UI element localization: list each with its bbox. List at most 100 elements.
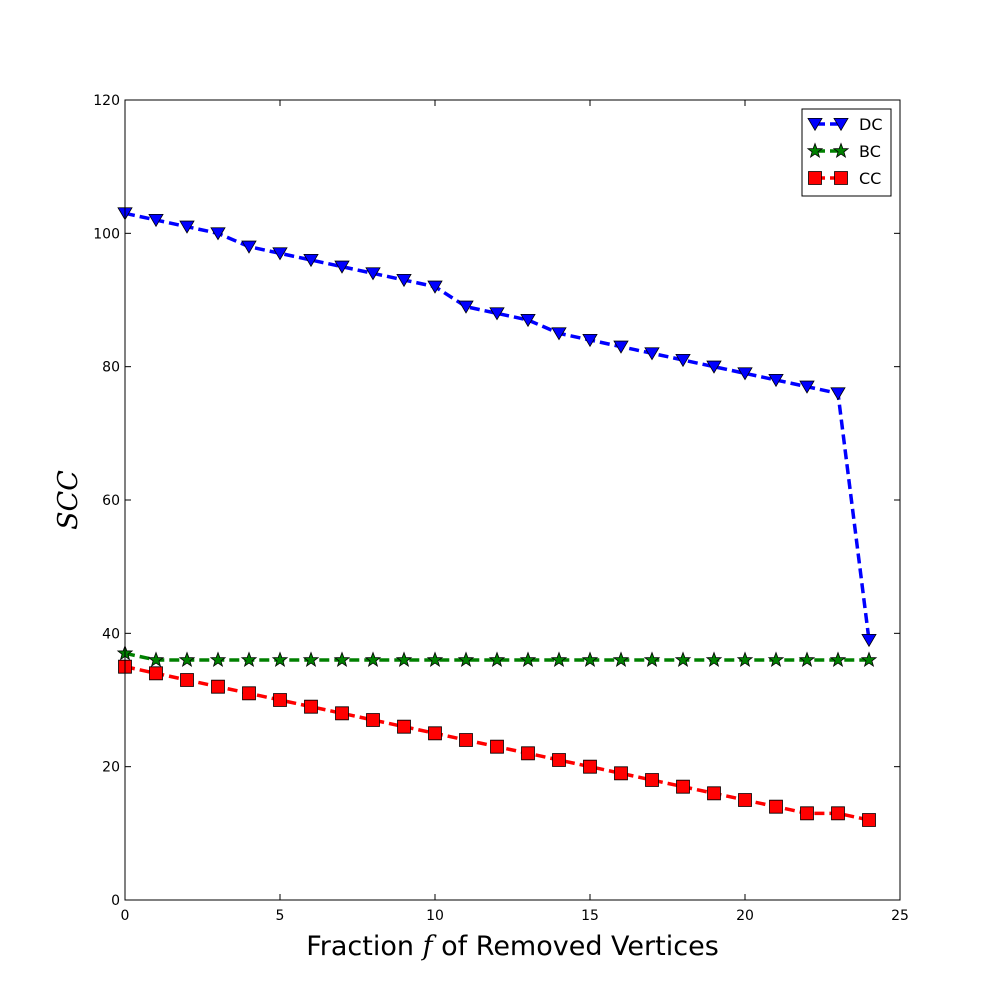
data-point-cc xyxy=(707,786,721,801)
x-tick-label: 25 xyxy=(891,908,909,924)
plot-area xyxy=(125,100,900,900)
data-point-cc xyxy=(242,686,256,701)
data-point-cc xyxy=(490,739,504,754)
data-point-bc xyxy=(612,651,630,668)
data-point-bc xyxy=(147,651,165,668)
data-point-cc xyxy=(862,813,876,827)
data-point-dc xyxy=(334,260,350,274)
data-point-bc xyxy=(829,651,847,668)
data-point-bc xyxy=(488,651,506,668)
data-point-bc xyxy=(581,651,599,668)
series-bc xyxy=(116,644,878,668)
data-point-dc xyxy=(675,354,691,368)
data-point-bc xyxy=(860,651,878,668)
x-axis-title-before: Fraction xyxy=(306,931,422,962)
data-point-bc xyxy=(302,651,320,668)
data-point-cc xyxy=(149,666,163,681)
data-point-bc xyxy=(643,651,661,668)
data-point-cc xyxy=(304,699,318,714)
data-point-cc xyxy=(800,806,814,821)
data-point-bc xyxy=(178,651,196,668)
data-point-bc xyxy=(457,651,475,668)
legend-marker-cc xyxy=(808,171,822,185)
data-point-cc xyxy=(335,706,349,721)
data-point-dc xyxy=(644,347,660,361)
x-axis-title-after: of Removed Vertices xyxy=(433,931,719,962)
data-point-bc xyxy=(209,651,227,668)
y-tick-label: 60 xyxy=(102,493,120,509)
data-point-bc xyxy=(240,651,258,668)
data-point-bc xyxy=(736,651,754,668)
data-point-cc xyxy=(428,726,442,741)
data-point-dc xyxy=(551,327,567,341)
data-point-bc xyxy=(519,651,537,668)
x-tick-label: 20 xyxy=(736,908,754,924)
legend-label-dc: DC xyxy=(859,115,883,134)
data-point-dc xyxy=(737,367,753,381)
x-tick-label: 10 xyxy=(426,908,444,924)
data-point-dc xyxy=(768,374,784,388)
data-point-cc xyxy=(769,799,783,814)
data-point-dc xyxy=(458,300,474,314)
data-point-dc xyxy=(582,334,598,348)
data-point-cc xyxy=(552,753,566,767)
data-point-dc xyxy=(241,240,257,254)
data-point-dc xyxy=(272,247,288,261)
legend: DC BC CC xyxy=(801,108,892,197)
data-point-cc xyxy=(459,733,473,747)
y-tick-label: 0 xyxy=(111,893,120,909)
legend-item-cc: CC xyxy=(808,169,881,188)
data-point-dc xyxy=(520,314,536,328)
data-point-bc xyxy=(674,651,692,668)
series-layer xyxy=(116,207,878,827)
data-point-bc xyxy=(550,651,568,668)
data-point-dc xyxy=(799,380,815,394)
y-tick-label: 40 xyxy=(102,626,120,642)
data-point-cc xyxy=(521,746,535,761)
data-point-cc xyxy=(676,779,690,794)
data-point-cc xyxy=(397,719,411,734)
data-point-bc xyxy=(767,651,785,668)
legend-marker-cc xyxy=(834,171,848,185)
data-point-bc xyxy=(798,651,816,668)
x-tick-label: 0 xyxy=(121,908,130,924)
data-point-cc xyxy=(366,713,380,727)
legend-label-bc: BC xyxy=(859,142,881,161)
data-point-dc xyxy=(861,634,877,648)
data-point-dc xyxy=(179,220,195,234)
legend-marker-bc xyxy=(832,142,850,159)
data-point-dc xyxy=(830,387,846,401)
y-tick-label: 100 xyxy=(93,226,120,242)
data-point-bc xyxy=(395,651,413,668)
legend-marker-bc xyxy=(806,142,824,159)
data-point-dc xyxy=(210,227,226,241)
x-axis-title-variable: f xyxy=(421,931,437,962)
data-point-bc xyxy=(364,651,382,668)
data-point-dc xyxy=(365,267,381,281)
y-tick-label: 120 xyxy=(93,93,120,109)
y-axis-title: SCC xyxy=(53,470,84,530)
data-point-dc xyxy=(148,214,164,228)
data-point-dc xyxy=(427,280,443,294)
y-tick-label: 20 xyxy=(102,760,120,776)
x-tick-label: 15 xyxy=(581,908,599,924)
data-point-cc xyxy=(180,673,194,687)
series-dc xyxy=(117,207,877,648)
data-point-dc xyxy=(613,340,629,354)
data-point-bc xyxy=(426,651,444,668)
x-tick-label: 5 xyxy=(276,908,285,924)
data-point-dc xyxy=(489,307,505,321)
data-point-cc xyxy=(583,759,597,774)
data-point-dc xyxy=(706,360,722,374)
data-point-bc xyxy=(271,651,289,668)
data-point-cc xyxy=(614,766,628,781)
ticks-layer: 0 5 10 15 20 25 0 20 40 60 80 100 120 xyxy=(93,93,909,924)
data-point-cc xyxy=(831,806,845,821)
x-axis-title: Fraction f of Removed Vertices xyxy=(306,931,719,962)
data-point-cc xyxy=(738,793,752,807)
data-point-dc xyxy=(396,274,412,288)
legend-marker-dc xyxy=(833,118,849,132)
data-point-bc xyxy=(333,651,351,668)
data-point-dc xyxy=(303,254,319,268)
